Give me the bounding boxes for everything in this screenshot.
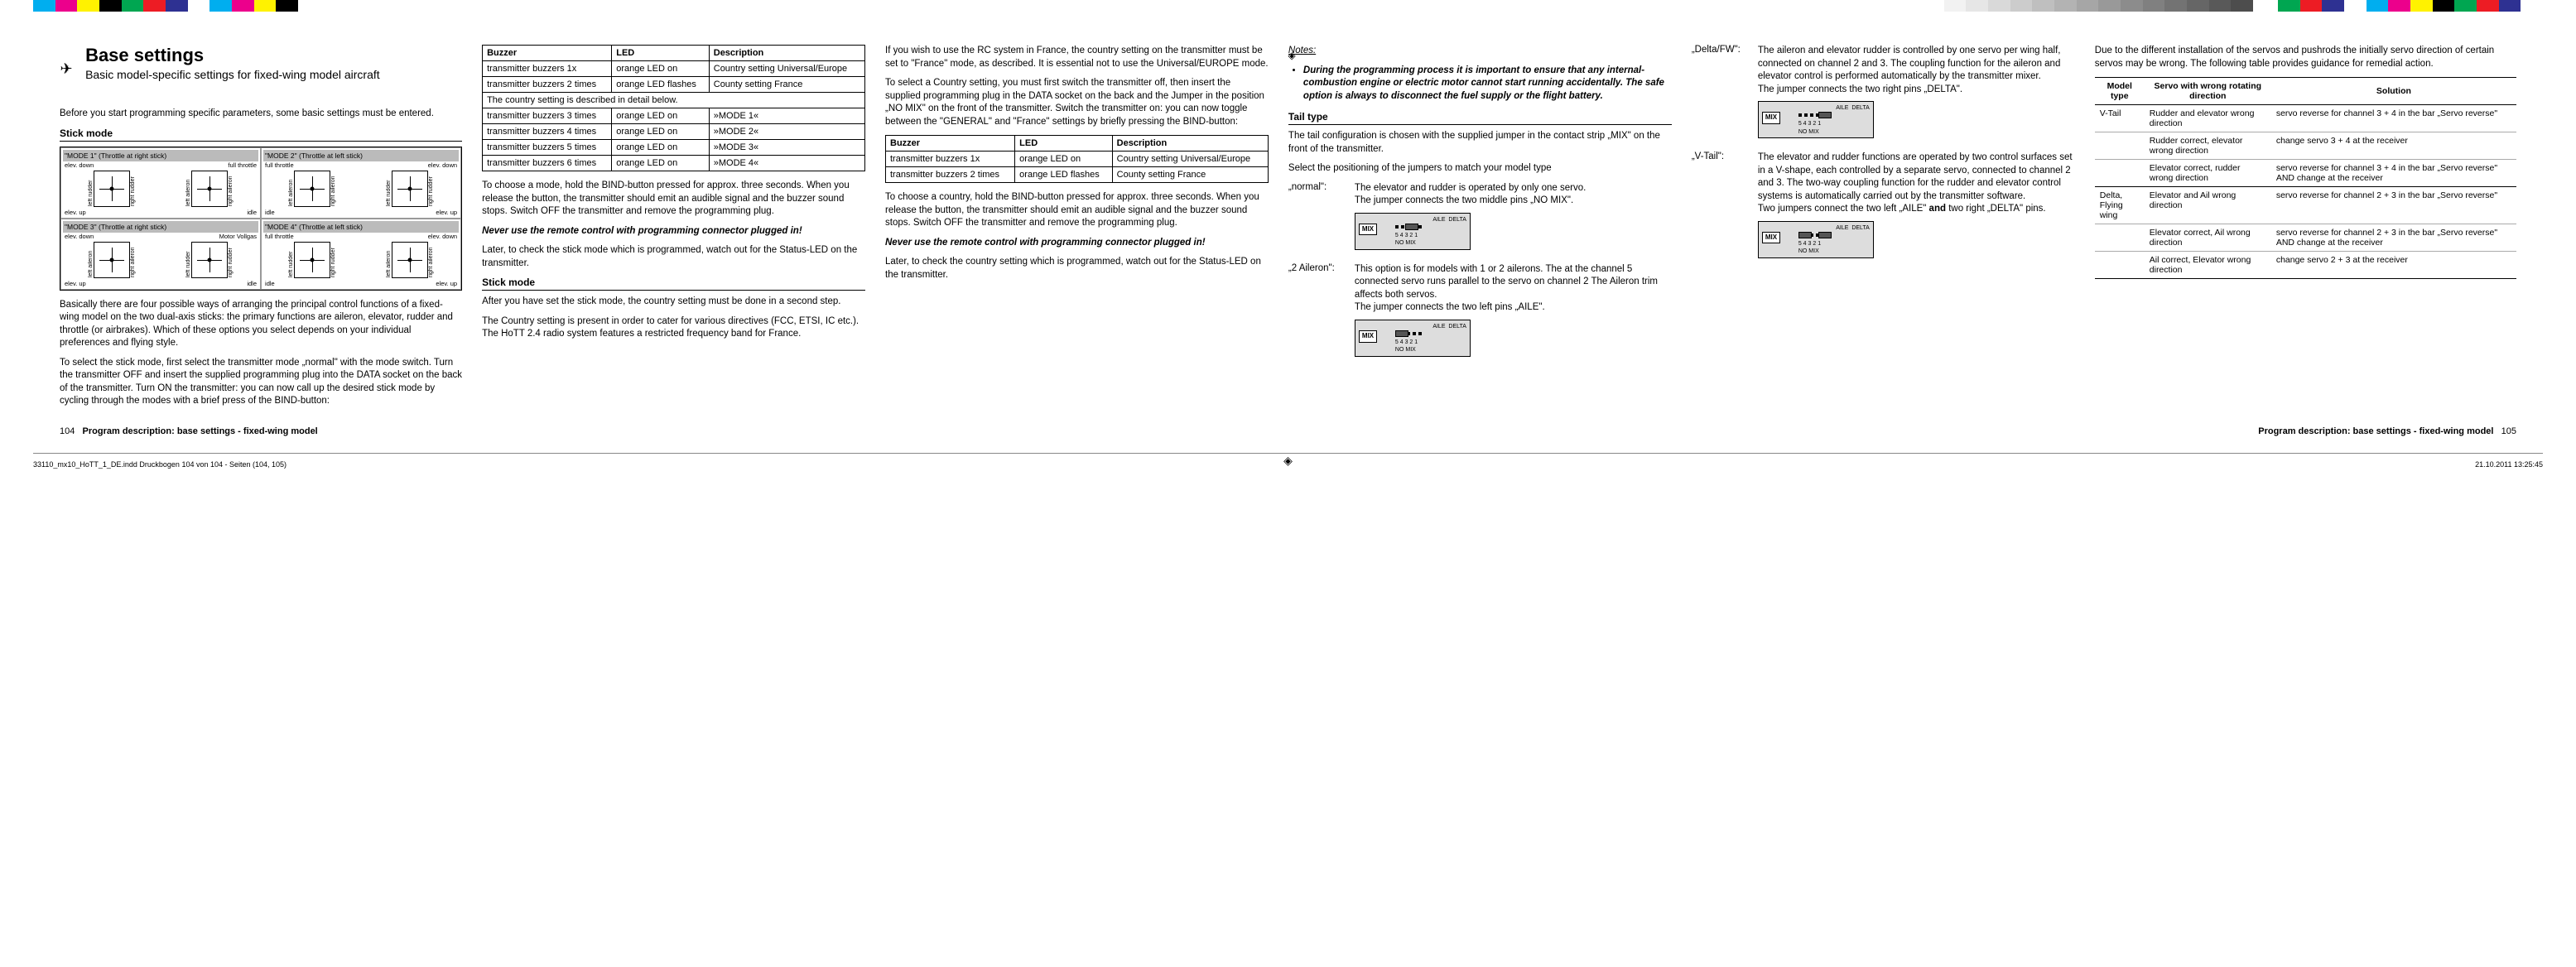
- crop-mark-top: ◈: [1288, 50, 1296, 61]
- col2-p3: After you have set the stick mode, the c…: [482, 296, 865, 309]
- buzzer-led-table-2: BuzzerLEDDescription transmitter buzzers…: [885, 135, 1269, 183]
- delta-body-2: The jumper connects the two right pins „…: [1758, 84, 1962, 94]
- vtail-body-1: The elevator and rudder functions are op…: [1758, 152, 2073, 201]
- col2-p4: The Country setting is present in order …: [482, 315, 865, 341]
- aileron-body-1: This option is for models with 1 or 2 ai…: [1355, 264, 1658, 300]
- col2-p1: To choose a mode, hold the BIND-button p…: [482, 180, 865, 219]
- notes-list: During the programming process it is imp…: [1288, 65, 1672, 103]
- header-icon: ✈: [56, 60, 76, 80]
- col3-warning: Never use the remote control with progra…: [885, 237, 1269, 250]
- vtail-body-2a: Two jumpers connect the two left „AILE": [1758, 204, 1929, 214]
- vtail-body-2b: and: [1929, 204, 1946, 214]
- page-title: Base settings: [85, 45, 380, 66]
- col3-p4: Later, to check the country setting whic…: [885, 256, 1269, 281]
- tail-p1: The tail configuration is chosen with th…: [1288, 130, 1672, 156]
- servo-reverse-table: Model type Servo with wrong rotating dir…: [2095, 77, 2516, 279]
- normal-term: „normal":: [1288, 182, 1355, 255]
- vtail-term: „V-Tail":: [1692, 152, 1758, 263]
- colorbar-left: [33, 0, 298, 12]
- stick-mode-diagram: "MODE 1" (Throttle at right stick) elev.…: [60, 147, 462, 291]
- tail-p2: Select the positioning of the jumpers to…: [1288, 162, 1672, 176]
- mix-diagram-normal: MIX AILE DELTA 5 4 3 2 1NO MIX: [1355, 213, 1471, 250]
- colorbar-right-gray: [1922, 0, 2253, 12]
- col2-p2: Later, to check the stick mode which is …: [482, 244, 865, 270]
- stick-mode-heading: Stick mode: [60, 127, 462, 142]
- col3-p2: To select a Country setting, you must fi…: [885, 77, 1269, 128]
- aileron-body-2: The jumper connects the two left pins „A…: [1355, 302, 1545, 312]
- normal-body-2: The jumper connects the two middle pins …: [1355, 195, 1573, 205]
- buzzer-led-table-1: BuzzerLEDDescription transmitter buzzers…: [482, 45, 865, 171]
- intro-text: Before you start programming specific pa…: [60, 108, 462, 121]
- page-number-left: 104: [60, 426, 75, 436]
- delta-term: „Delta/FW":: [1692, 45, 1758, 143]
- page-title-left: Program description: base settings - fix…: [83, 426, 318, 436]
- mix-diagram-aileron: MIX AILE DELTA 5 4 3 2 1NO MIX: [1355, 320, 1471, 357]
- page-subtitle: Basic model-specific settings for fixed-…: [85, 68, 380, 81]
- delta-body-1: The aileron and elevator rudder is contr…: [1758, 46, 2061, 81]
- print-meta-right: 21.10.2011 13:25:45: [2475, 460, 2543, 469]
- normal-body-1: The elevator and rudder is operated by o…: [1355, 183, 1586, 193]
- stick-mode-heading-2: Stick mode: [482, 277, 865, 291]
- mix-diagram-delta: MIX AILE DELTA 5 4 3 2 1NO MIX: [1758, 101, 1874, 138]
- col6-intro: Due to the different installation of the…: [2095, 45, 2516, 70]
- print-meta-left: 33110_mx10_HoTT_1_DE.indd Druckbogen 104…: [33, 460, 286, 469]
- col2-warning: Never use the remote control with progra…: [482, 225, 865, 238]
- aileron-term: „2 Aileron":: [1288, 263, 1355, 362]
- col3-p3: To choose a country, hold the BIND-butto…: [885, 191, 1269, 230]
- page-title-right: Program description: base settings - fix…: [2258, 426, 2493, 436]
- col1-body: Basically there are four possible ways o…: [60, 299, 462, 408]
- page-number-right: 105: [2501, 426, 2516, 436]
- crop-mark-bottom: ◈: [1283, 454, 1293, 468]
- vtail-body-2c: two right „DELTA" pins.: [1946, 204, 2046, 214]
- colorbar-right-color: [2278, 0, 2543, 12]
- tail-type-heading: Tail type: [1288, 111, 1672, 125]
- col3-p1: If you wish to use the RC system in Fran…: [885, 45, 1269, 70]
- mix-diagram-vtail: MIX AILE DELTA 5 4 3 2 1NO MIX: [1758, 221, 1874, 258]
